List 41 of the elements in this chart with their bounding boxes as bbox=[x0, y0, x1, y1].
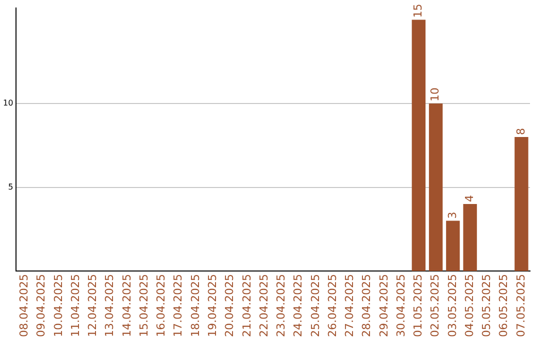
x-tick-label: 06.05.2025 bbox=[497, 274, 510, 338]
x-tick-label: 16.04.2025 bbox=[154, 274, 168, 338]
data-label: 8 bbox=[514, 128, 528, 135]
x-tick-label: 29.04.2025 bbox=[377, 274, 390, 338]
x-tick-label: 17.04.2025 bbox=[172, 274, 185, 338]
x-tick-label: 27.04.2025 bbox=[343, 274, 356, 338]
x-tick-label: 22.04.2025 bbox=[257, 274, 270, 338]
x-tick-label: 23.04.2025 bbox=[274, 274, 288, 338]
x-tick-label: 13.04.2025 bbox=[103, 274, 116, 338]
bar bbox=[446, 220, 460, 272]
x-tick-label: 08.04.2025 bbox=[18, 274, 31, 338]
x-tick-label: 18.04.2025 bbox=[188, 274, 202, 338]
bar bbox=[463, 204, 477, 272]
x-tick-label: 30.04.2025 bbox=[394, 274, 408, 338]
x-tick-label: 07.05.2025 bbox=[514, 274, 528, 338]
x-tick-label: 14.04.2025 bbox=[120, 274, 134, 338]
x-tick-label: 02.05.2025 bbox=[428, 274, 442, 338]
x-tick-label: 21.04.2025 bbox=[240, 274, 254, 338]
x-tick-label: 15.04.2025 bbox=[137, 274, 150, 338]
data-label: 4 bbox=[462, 195, 476, 202]
data-label: 3 bbox=[446, 212, 459, 219]
x-tick-label: 01.05.2025 bbox=[412, 274, 425, 338]
x-tick-label: 25.04.2025 bbox=[308, 274, 322, 338]
bar bbox=[412, 20, 426, 272]
x-tick-label: 28.04.2025 bbox=[360, 274, 374, 338]
bar bbox=[428, 103, 443, 272]
y-tick-label: 5 bbox=[8, 182, 14, 192]
x-tick-label: 05.05.2025 bbox=[480, 274, 494, 338]
x-tick-label: 04.05.2025 bbox=[462, 274, 476, 338]
x-tick-label: 11.04.2025 bbox=[68, 274, 82, 338]
data-label: 15 bbox=[412, 4, 425, 18]
x-tick-label: 12.04.2025 bbox=[86, 274, 100, 338]
x-tick-label: 26.04.2025 bbox=[326, 274, 339, 338]
x-tick-label: 19.04.2025 bbox=[206, 274, 220, 338]
x-tick-label: 20.04.2025 bbox=[223, 274, 236, 338]
bar bbox=[514, 136, 528, 272]
x-tick-label: 10.04.2025 bbox=[52, 274, 65, 338]
x-tick-label: 09.04.2025 bbox=[34, 274, 48, 338]
x-tick-label: 24.04.2025 bbox=[292, 274, 305, 338]
x-tick-label: 03.05.2025 bbox=[446, 274, 459, 338]
data-label: 10 bbox=[428, 87, 442, 102]
